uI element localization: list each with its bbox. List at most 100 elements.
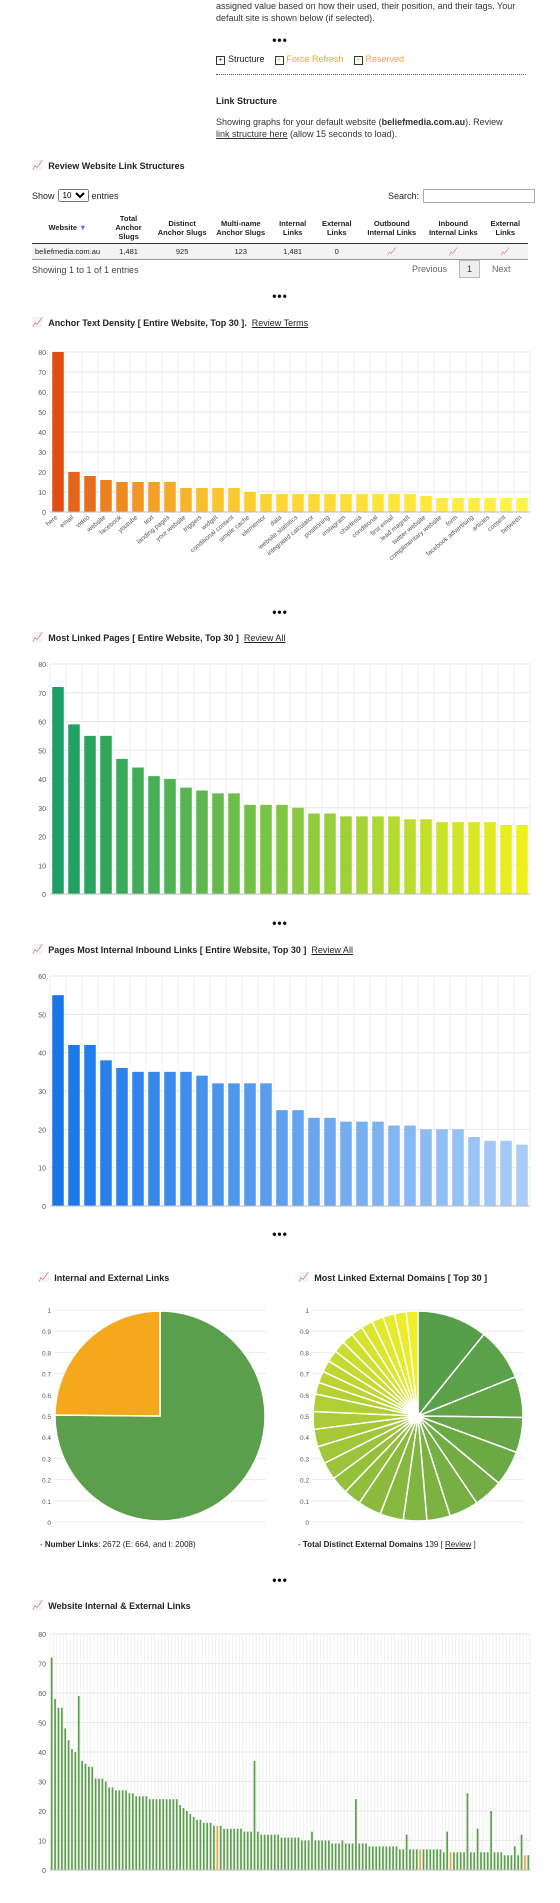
- bar[interactable]: [74, 1752, 77, 1870]
- bar[interactable]: [155, 1799, 158, 1870]
- bar[interactable]: [348, 1843, 350, 1870]
- bar[interactable]: [356, 816, 368, 894]
- bar[interactable]: [429, 1849, 432, 1870]
- bar[interactable]: [402, 1849, 405, 1870]
- bar[interactable]: [516, 825, 528, 894]
- bar[interactable]: [311, 1831, 313, 1870]
- review-terms-link[interactable]: Review Terms: [251, 317, 309, 328]
- bar[interactable]: [228, 1083, 240, 1206]
- bar[interactable]: [356, 494, 368, 512]
- bar[interactable]: [100, 480, 112, 512]
- bar[interactable]: [480, 1852, 482, 1870]
- bar[interactable]: [206, 1822, 209, 1870]
- link-structure-here-link[interactable]: link structure here: [216, 129, 288, 139]
- bar[interactable]: [287, 1837, 290, 1870]
- bar[interactable]: [517, 1855, 520, 1870]
- bar[interactable]: [452, 1129, 464, 1206]
- bar[interactable]: [104, 1781, 107, 1871]
- bar[interactable]: [60, 1707, 63, 1870]
- bar[interactable]: [442, 1852, 445, 1870]
- bar[interactable]: [392, 1846, 394, 1870]
- bar[interactable]: [419, 1849, 421, 1870]
- bar[interactable]: [361, 1843, 364, 1870]
- bar[interactable]: [68, 1045, 80, 1206]
- bar[interactable]: [67, 1740, 70, 1870]
- bar[interactable]: [351, 1843, 354, 1870]
- col-inbound[interactable]: Inbound Internal Links: [424, 212, 483, 244]
- bar[interactable]: [358, 1843, 361, 1870]
- bar[interactable]: [236, 1828, 239, 1870]
- bar[interactable]: [468, 1137, 480, 1206]
- bar[interactable]: [341, 1840, 344, 1871]
- bar[interactable]: [473, 1852, 476, 1870]
- bar[interactable]: [308, 813, 320, 895]
- bar[interactable]: [196, 488, 208, 512]
- bar[interactable]: [91, 1766, 94, 1870]
- bar[interactable]: [300, 1840, 303, 1871]
- bar[interactable]: [270, 1834, 273, 1870]
- bar[interactable]: [84, 1763, 87, 1870]
- bar[interactable]: [449, 1852, 452, 1870]
- bar[interactable]: [294, 1837, 296, 1870]
- bar[interactable]: [292, 1110, 304, 1206]
- bar[interactable]: [152, 1799, 154, 1870]
- bar[interactable]: [292, 494, 304, 512]
- bar[interactable]: [340, 816, 352, 894]
- bar[interactable]: [452, 498, 464, 512]
- bar[interactable]: [192, 1816, 195, 1870]
- bar[interactable]: [412, 1849, 415, 1870]
- bar[interactable]: [456, 1852, 459, 1870]
- bar[interactable]: [355, 1799, 357, 1870]
- bar[interactable]: [500, 1852, 503, 1870]
- review-all-link[interactable]: Review All: [243, 632, 286, 643]
- bar[interactable]: [121, 1790, 124, 1870]
- bar[interactable]: [371, 1846, 374, 1870]
- bar[interactable]: [196, 790, 208, 895]
- bar[interactable]: [246, 1831, 249, 1870]
- bar[interactable]: [314, 1840, 317, 1871]
- bar[interactable]: [68, 472, 80, 512]
- bar[interactable]: [356, 1121, 368, 1206]
- bar[interactable]: [81, 1760, 83, 1870]
- bar[interactable]: [216, 1825, 219, 1870]
- bar[interactable]: [331, 1843, 334, 1870]
- bar[interactable]: [284, 1837, 286, 1870]
- bar[interactable]: [486, 1852, 489, 1870]
- bar[interactable]: [385, 1846, 388, 1870]
- bar[interactable]: [230, 1828, 232, 1870]
- bar[interactable]: [64, 1728, 67, 1870]
- bar[interactable]: [500, 1140, 512, 1206]
- bar[interactable]: [290, 1837, 293, 1870]
- bar[interactable]: [162, 1799, 165, 1870]
- bar[interactable]: [388, 494, 400, 512]
- col-outbound[interactable]: Outbound Internal Links: [359, 212, 425, 244]
- bar[interactable]: [404, 1125, 416, 1207]
- bar[interactable]: [179, 1805, 181, 1870]
- search-input[interactable]: [423, 189, 536, 203]
- bar[interactable]: [368, 1846, 371, 1870]
- bar[interactable]: [100, 735, 112, 894]
- bar[interactable]: [244, 492, 256, 512]
- bar[interactable]: [260, 1834, 263, 1870]
- previous-button[interactable]: Previous: [412, 264, 448, 274]
- bar[interactable]: [101, 1778, 104, 1870]
- bar[interactable]: [135, 1796, 138, 1870]
- bar[interactable]: [54, 1698, 56, 1870]
- col-internal[interactable]: Internal Links: [271, 212, 315, 244]
- bar[interactable]: [159, 1799, 161, 1870]
- bar[interactable]: [490, 1811, 492, 1870]
- bar[interactable]: [250, 1831, 252, 1870]
- bar[interactable]: [213, 1825, 215, 1870]
- bar[interactable]: [292, 807, 304, 894]
- bar[interactable]: [493, 1852, 496, 1870]
- bar[interactable]: [180, 488, 192, 512]
- bar[interactable]: [372, 494, 384, 512]
- page-1-button[interactable]: 1: [459, 260, 481, 278]
- bar[interactable]: [378, 1846, 381, 1870]
- bar[interactable]: [324, 813, 336, 895]
- bar[interactable]: [240, 1828, 242, 1870]
- review-all-link[interactable]: Review All: [311, 944, 353, 955]
- bar[interactable]: [324, 494, 336, 512]
- bar[interactable]: [164, 779, 176, 894]
- col-distinct-anchor[interactable]: Distinct Anchor Slugs: [154, 212, 211, 244]
